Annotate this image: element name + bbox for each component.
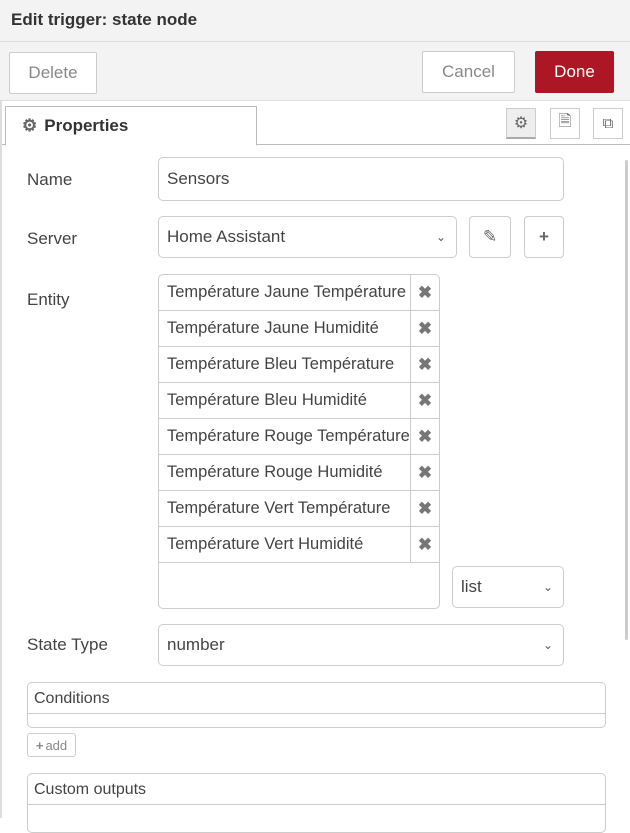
remove-entity-icon[interactable]: ✖: [417, 462, 433, 482]
scrollbar[interactable]: [625, 160, 628, 640]
plus-icon: +: [35, 737, 44, 753]
entity-item: Température Rouge Température ✖: [159, 419, 439, 455]
pencil-icon: ✎: [482, 227, 498, 246]
entity-item: Température Jaune Température ✖: [159, 275, 439, 311]
entity-name: Température Jaune Humidité: [159, 311, 411, 346]
button-bar: Delete Cancel Done: [0, 42, 630, 101]
server-label: Server: [27, 229, 78, 248]
description-icon[interactable]: 🗎: [550, 108, 580, 139]
entity-label: Entity: [27, 290, 70, 309]
entity-item: Température Bleu Température ✖: [159, 347, 439, 383]
plus-icon: +: [539, 227, 549, 246]
cancel-button[interactable]: Cancel: [422, 51, 515, 93]
entity-name: Température Vert Température: [159, 491, 411, 526]
entity-item: Température Vert Humidité ✖: [159, 527, 439, 563]
tab-label: Properties: [44, 116, 129, 135]
edit-server-button[interactable]: ✎: [469, 216, 511, 258]
remove-entity-icon[interactable]: ✖: [417, 318, 433, 338]
entity-list: Température Jaune Température ✖ Températur…: [158, 274, 440, 609]
entity-item: Température Rouge Humidité ✖: [159, 455, 439, 491]
conditions-title: Conditions: [28, 683, 605, 714]
chevron-down-icon: ⌄: [542, 580, 553, 594]
remove-entity-icon[interactable]: ✖: [417, 282, 433, 302]
chevron-down-icon: ⌄: [542, 638, 553, 652]
server-value: Home Assistant: [167, 227, 286, 246]
entity-name: Température Vert Humidité: [159, 527, 411, 562]
remove-entity-icon[interactable]: ✖: [417, 498, 433, 518]
tab-bar: ⚙ Properties ⚙ 🗎 ⧉: [0, 101, 630, 146]
remove-entity-icon[interactable]: ✖: [417, 534, 433, 554]
dialog-title: Edit trigger: state node: [11, 10, 198, 29]
remove-entity-icon[interactable]: ✖: [417, 354, 433, 374]
entity-name: Température Jaune Température: [159, 275, 411, 310]
conditions-section: Conditions: [27, 682, 606, 728]
gear-icon[interactable]: ⚙: [506, 108, 536, 139]
entity-name: Température Bleu Humidité: [159, 383, 411, 418]
state-type-select[interactable]: number ⌄: [158, 624, 564, 666]
state-type-label: State Type: [27, 635, 108, 654]
entity-item: Température Bleu Humidité ✖: [159, 383, 439, 419]
custom-outputs-title: Custom outputs: [28, 774, 605, 805]
chevron-down-icon: ⌄: [435, 230, 446, 244]
dialog-header: Edit trigger: state node: [0, 0, 630, 42]
remove-entity-icon[interactable]: ✖: [417, 426, 433, 446]
add-condition-button[interactable]: + add: [27, 733, 76, 757]
server-select[interactable]: Home Assistant ⌄: [158, 216, 457, 258]
entity-mode-value: list: [461, 577, 482, 596]
tab-properties[interactable]: ⚙ Properties: [5, 106, 257, 146]
entity-name: Température Rouge Température: [159, 419, 411, 454]
entity-input[interactable]: [159, 563, 439, 606]
add-label: add: [45, 737, 68, 753]
state-type-value: number: [167, 635, 225, 654]
delete-button[interactable]: Delete: [9, 52, 97, 94]
entity-name: Température Bleu Température: [159, 347, 411, 382]
name-field[interactable]: Sensors: [158, 157, 564, 201]
entity-item: Température Vert Température ✖: [159, 491, 439, 527]
appearance-icon[interactable]: ⧉: [593, 108, 623, 139]
gear-icon: ⚙: [22, 116, 38, 135]
remove-entity-icon[interactable]: ✖: [417, 390, 433, 410]
done-button[interactable]: Done: [535, 51, 614, 93]
add-server-button[interactable]: +: [524, 216, 564, 258]
left-border: [0, 101, 2, 818]
entity-item: Température Jaune Humidité ✖: [159, 311, 439, 347]
entity-mode-select[interactable]: list ⌄: [452, 566, 564, 608]
name-label: Name: [27, 170, 73, 189]
custom-outputs-section: Custom outputs: [27, 773, 606, 833]
entity-name: Température Rouge Humidité: [159, 455, 411, 490]
